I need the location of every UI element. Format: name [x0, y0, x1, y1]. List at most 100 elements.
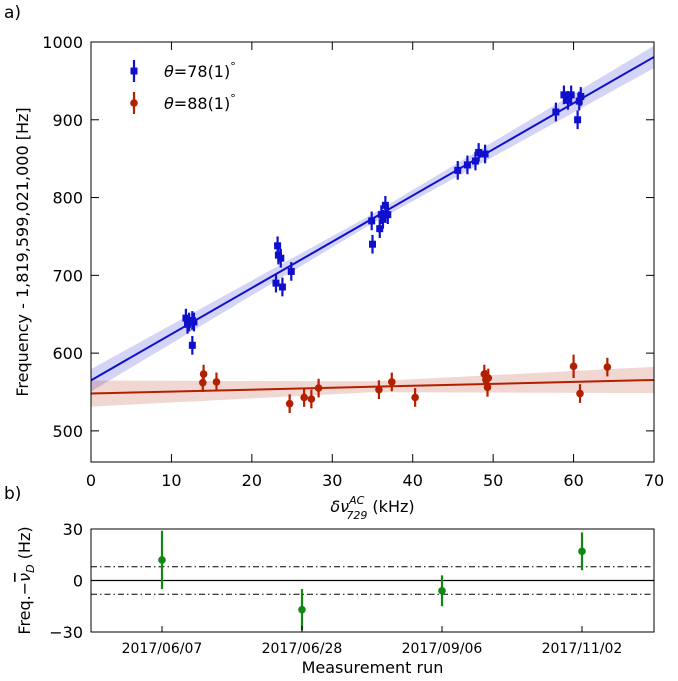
- data-point: [463, 155, 471, 175]
- residual-y-tick-label: 30: [63, 520, 83, 539]
- residual-y-label-unit: (Hz): [15, 526, 34, 564]
- x-axis-label-subscript: 729: [346, 509, 367, 522]
- x-tick-label: 0: [86, 471, 96, 490]
- y-tick-label: 900: [52, 111, 83, 130]
- data-point: [577, 87, 585, 106]
- data-point: [384, 205, 392, 224]
- legend-label-theta: θ: [164, 94, 174, 113]
- y-tick-label: 600: [52, 344, 83, 363]
- marker-square: [463, 161, 471, 169]
- marker-square: [188, 341, 196, 349]
- panel-b: b) −30 0 30 2017/06/07 2017/06/28 2017/09/06 2…: [4, 484, 655, 677]
- legend-label-theta: θ: [164, 62, 174, 81]
- marker-square: [475, 148, 483, 156]
- data-point: [277, 248, 285, 268]
- data-point: [188, 336, 196, 355]
- marker-square: [567, 91, 575, 99]
- legend-marker-square: [130, 67, 138, 75]
- marker-square: [182, 314, 190, 322]
- run-tick-label: 2017/09/06: [402, 641, 483, 657]
- legend-label: θ=88(1)°: [164, 92, 236, 113]
- data-point: [574, 110, 582, 130]
- data-point: [314, 378, 323, 398]
- residual-y-tick-label: 0: [73, 572, 83, 591]
- y-axis-label: Frequency - 1,819,599,021,000 [Hz]: [13, 107, 32, 396]
- data-point: [454, 161, 462, 180]
- data-point: [199, 364, 208, 384]
- marker-square: [190, 318, 198, 326]
- x-axis-label-unit: (kHz): [367, 497, 414, 516]
- run-points: [158, 530, 586, 631]
- marker-square: [575, 97, 583, 105]
- marker-square: [368, 217, 376, 225]
- data-point: [379, 210, 387, 229]
- data-point: [475, 143, 483, 162]
- run-marker: [438, 587, 446, 595]
- marker-circle: [199, 370, 208, 378]
- residual-y-label-prefix: Freq.−: [15, 582, 34, 635]
- x-tick-label: 50: [483, 471, 503, 490]
- legend-label: θ=78(1)°: [164, 60, 236, 81]
- x-tick-label: 70: [644, 471, 664, 490]
- x-axis-label: δνAC 729 (kHz): [330, 494, 414, 522]
- marker-circle: [576, 389, 584, 398]
- marker-square: [552, 108, 560, 116]
- data-point: [388, 372, 396, 392]
- data-point: [567, 85, 575, 105]
- legend-label-degree: °: [230, 92, 236, 105]
- marker-square: [574, 116, 582, 124]
- x-tick-label: 20: [242, 471, 262, 490]
- marker-square: [272, 279, 280, 287]
- data-point: [272, 273, 280, 293]
- residual-y-tick-label: −30: [49, 623, 83, 642]
- run-point: [438, 575, 446, 607]
- fit-line-1: [90, 378, 655, 395]
- marker-circle: [300, 393, 308, 402]
- marker-square: [287, 267, 295, 275]
- run-point: [298, 589, 306, 631]
- panel-a-label: a): [4, 3, 21, 23]
- data-point: [368, 211, 376, 231]
- residual-y-label-symbol: ν: [15, 573, 34, 582]
- run-tick-label: 2017/11/02: [542, 641, 623, 657]
- residual-x-axis-label: Measurement run: [302, 658, 444, 677]
- data-point: [307, 389, 316, 409]
- y-tick-label: 500: [52, 422, 83, 441]
- data-point: [552, 102, 560, 122]
- marker-circle: [569, 362, 578, 371]
- y-tick-label: 1000: [42, 33, 83, 52]
- marker-square: [471, 157, 479, 165]
- marker-square: [369, 240, 376, 248]
- panel-b-ticks: −30 0 30 2017/06/07 2017/06/28 2017/09/06 2017…: [49, 520, 622, 657]
- run-marker: [298, 605, 306, 614]
- x-axis-label-superscript: AC: [348, 494, 365, 507]
- data-point: [285, 394, 294, 413]
- data-point: [287, 262, 295, 281]
- legend-label-degree: °: [230, 60, 236, 73]
- data-point: [603, 357, 612, 377]
- x-tick-label: 30: [322, 471, 342, 490]
- legend-marker-circle: [130, 99, 138, 107]
- legend-label-value: =88(1): [174, 94, 230, 113]
- reference-lines: [91, 566, 654, 595]
- marker-circle: [375, 385, 383, 394]
- data-point: [278, 277, 286, 297]
- data-point: [484, 368, 493, 388]
- marker-circle: [603, 363, 612, 371]
- legend: θ=78(1)°θ=88(1)°: [130, 60, 236, 114]
- data-point: [369, 234, 376, 254]
- run-point: [158, 530, 166, 590]
- data-point: [300, 388, 308, 407]
- marker-square: [384, 211, 392, 219]
- panel-a-ticks: 0 10 20 30 40 50 60 70 500 600 700 800 900 1000: [42, 33, 664, 490]
- panel-a: a) 0 10 20 30 40 50 60 70 500 600 700 800 900 1000 Fr…: [4, 3, 664, 522]
- run-tick-label: 2017/06/07: [122, 641, 203, 657]
- x-axis-label-symbol: δν: [330, 497, 349, 516]
- data-point: [576, 384, 584, 403]
- run-marker: [158, 556, 166, 564]
- marker-circle: [484, 374, 493, 382]
- marker-circle: [307, 395, 316, 403]
- x-tick-label: 60: [563, 471, 583, 490]
- marker-square: [564, 96, 572, 104]
- panel-a-frame: [90, 41, 655, 463]
